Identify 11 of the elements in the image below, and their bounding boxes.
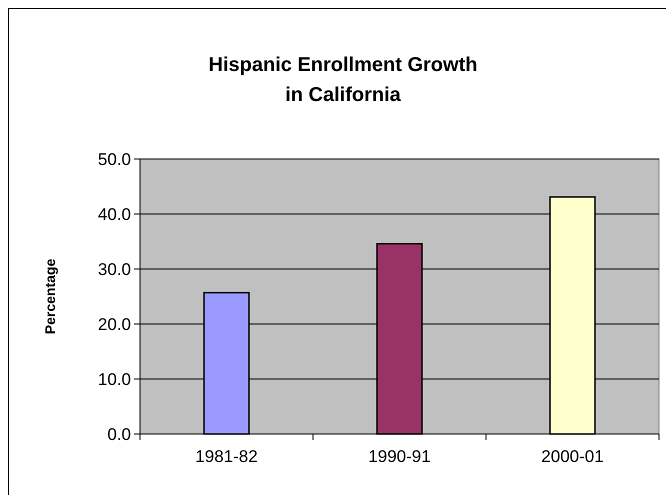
y-tick-label: 40.0: [98, 204, 131, 224]
y-axis-title: Percentage: [42, 258, 58, 334]
y-tick-label: 0.0: [107, 424, 131, 444]
x-tick-label: 1981-82: [195, 447, 258, 466]
y-tick-label: 30.0: [98, 260, 131, 279]
y-tick-label: 50.0: [98, 150, 131, 169]
x-tick-label: 1990-91: [368, 447, 431, 466]
x-tick-label: 2000-01: [541, 447, 604, 466]
y-tick-label: 20.0: [98, 314, 131, 334]
chart-title: Hispanic Enrollment Growth in California: [208, 54, 478, 106]
y-tick-label: 10.0: [98, 370, 131, 389]
